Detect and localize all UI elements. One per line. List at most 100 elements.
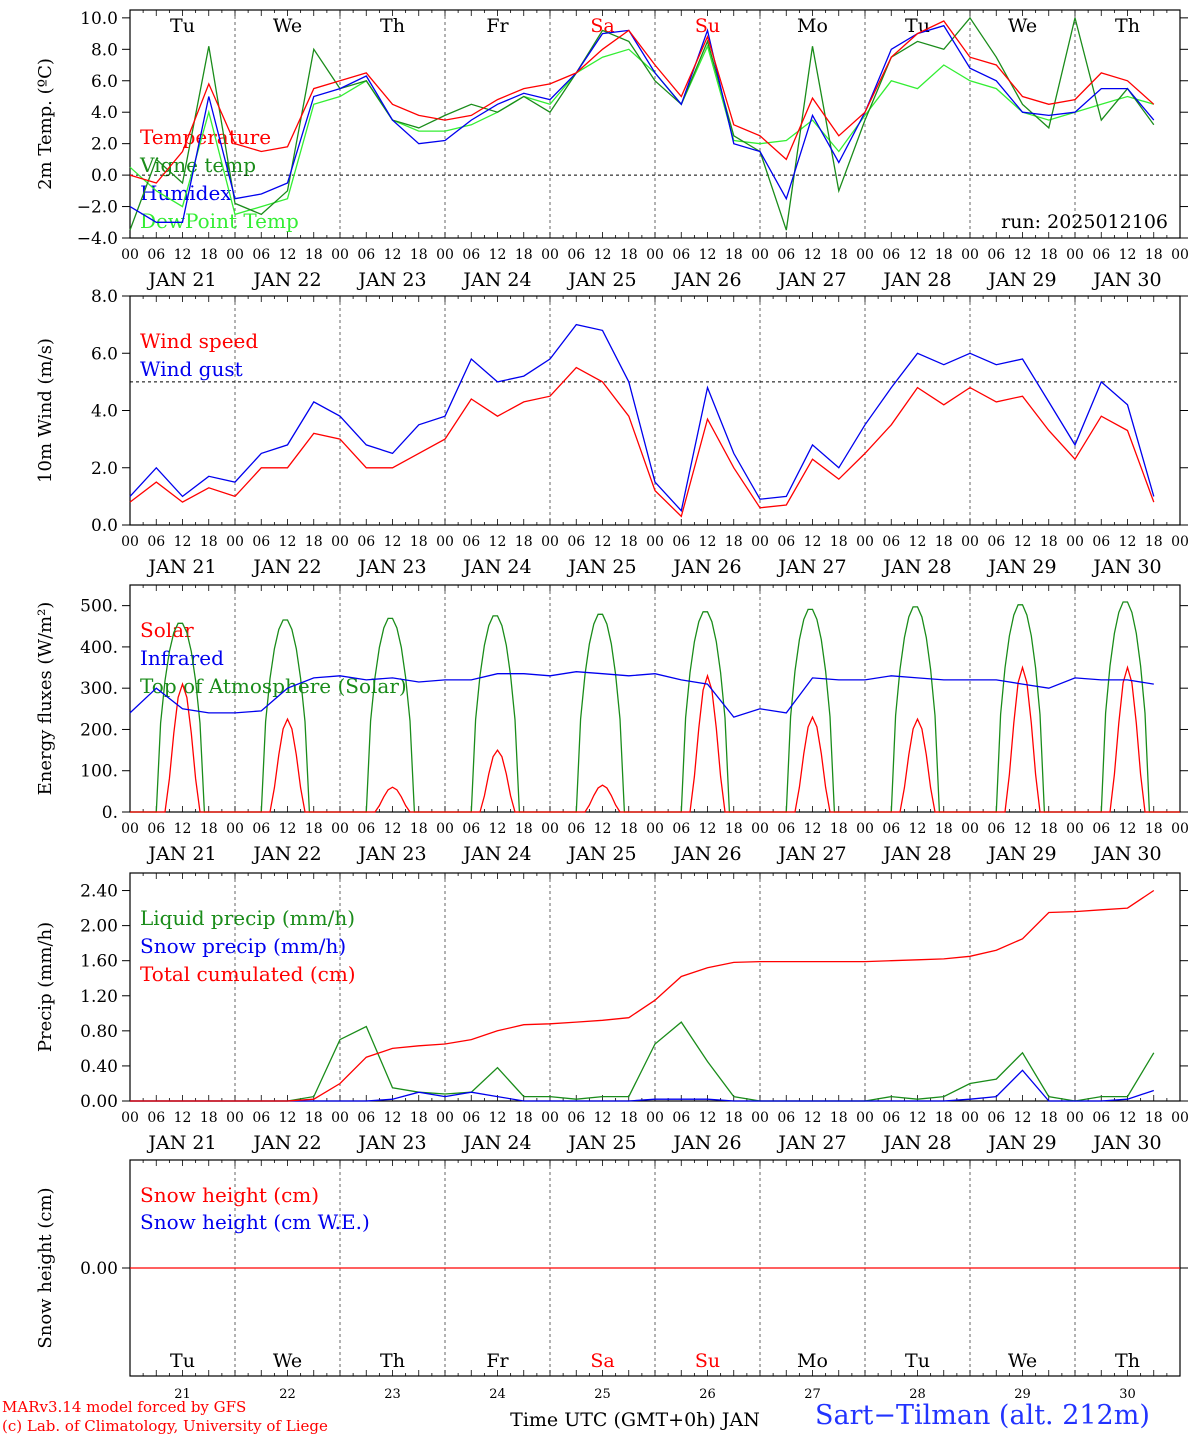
day-number-label: 24: [489, 1387, 506, 1402]
hour-tick-label: 12: [384, 1110, 402, 1126]
date-label: JAN 26: [671, 556, 741, 578]
day-number-label: 27: [804, 1387, 821, 1402]
y-tick-label: 300.: [80, 679, 118, 699]
date-label: JAN 22: [251, 843, 321, 865]
hour-tick-label: 18: [620, 247, 638, 263]
hour-tick-label: 12: [594, 821, 612, 837]
station-name: Sart−Tilman (alt. 212m): [815, 1400, 1150, 1431]
date-label: JAN 21: [146, 843, 216, 865]
hour-tick-label: 00: [751, 821, 769, 837]
legend-entry: DewPoint Temp: [140, 209, 299, 233]
y-tick-label: 6.0: [91, 344, 118, 364]
hour-tick-label: 18: [1040, 1110, 1058, 1126]
hour-tick-label: 06: [1092, 821, 1110, 837]
hour-tick-label: 06: [987, 534, 1005, 550]
date-label: JAN 30: [1091, 269, 1161, 291]
date-label: JAN 29: [986, 843, 1056, 865]
hour-tick-label: 12: [489, 247, 507, 263]
series-line: [129, 671, 1154, 718]
hour-tick-label: 00: [961, 821, 979, 837]
hour-tick-label: 00: [1171, 821, 1189, 837]
hour-tick-label: 12: [804, 821, 822, 837]
day-number-label: 28: [909, 1387, 926, 1402]
hour-tick-label: 18: [410, 821, 428, 837]
hour-tick-label: 12: [909, 1110, 927, 1126]
hour-tick-label: 00: [541, 1110, 559, 1126]
hour-tick-label: 12: [699, 534, 717, 550]
date-label: JAN 29: [986, 556, 1056, 578]
hour-tick-label: 18: [410, 247, 428, 263]
hour-tick-label: 18: [935, 534, 953, 550]
day-label: Sa: [590, 15, 614, 37]
hour-tick-label: 18: [305, 821, 323, 837]
day-label: Mo: [797, 1350, 828, 1372]
hour-tick-label: 06: [987, 247, 1005, 263]
credit-line-2: (c) Lab. of Climatology, University of L…: [2, 1417, 328, 1435]
hour-tick-label: 18: [200, 1110, 218, 1126]
hour-tick-label: 18: [1145, 821, 1163, 837]
day-label: We: [1008, 15, 1037, 37]
hour-tick-label: 12: [174, 534, 192, 550]
hour-tick-label: 06: [462, 534, 480, 550]
legend-entry: Vigne temp: [139, 153, 256, 177]
hour-tick-label: 18: [305, 247, 323, 263]
model-credit: MARv3.14 model forced by GFS (c) Lab. of…: [2, 1398, 328, 1436]
credit-line-1: MARv3.14 model forced by GFS: [2, 1398, 247, 1416]
hour-tick-label: 00: [646, 534, 664, 550]
date-label: JAN 24: [461, 269, 531, 291]
hour-tick-label: 18: [200, 821, 218, 837]
date-label: JAN 27: [776, 556, 846, 578]
hour-tick-label: 12: [384, 247, 402, 263]
hour-tick-label: 06: [147, 534, 165, 550]
date-label: JAN 23: [356, 269, 426, 291]
hour-tick-label: 18: [725, 821, 743, 837]
day-label: We: [1008, 1350, 1037, 1372]
hour-tick-label: 00: [961, 247, 979, 263]
hour-tick-label: 00: [856, 821, 874, 837]
hour-tick-label: 06: [777, 1110, 795, 1126]
date-label: JAN 27: [776, 269, 846, 291]
hour-tick-label: 18: [410, 534, 428, 550]
hour-tick-label: 06: [1092, 247, 1110, 263]
date-label: JAN 29: [986, 269, 1056, 291]
hour-tick-label: 00: [856, 247, 874, 263]
hour-tick-label: 06: [567, 1110, 585, 1126]
y-tick-label: 200.: [80, 720, 118, 740]
hour-tick-label: 18: [1145, 247, 1163, 263]
day-number-label: 23: [384, 1387, 401, 1402]
hour-tick-label: 18: [410, 1110, 428, 1126]
legend-entry: Snow height (cm W.E.): [140, 1210, 370, 1234]
hour-tick-label: 00: [331, 1110, 349, 1126]
hour-tick-label: 12: [279, 247, 297, 263]
day-label: Tu: [905, 1350, 930, 1372]
legend-entry: Top of Atmosphere (Solar): [140, 674, 407, 698]
date-label: JAN 21: [146, 556, 216, 578]
hour-tick-label: 18: [305, 1110, 323, 1126]
hour-tick-label: 06: [777, 247, 795, 263]
y-tick-label: 0.80: [80, 1022, 118, 1042]
date-label: JAN 27: [776, 1132, 846, 1154]
hour-tick-label: 00: [436, 1110, 454, 1126]
date-label: JAN 26: [671, 843, 741, 865]
hour-tick-label: 00: [121, 821, 139, 837]
hour-tick-label: 18: [1040, 534, 1058, 550]
hour-tick-label: 18: [935, 1110, 953, 1126]
y-tick-label: 100.: [80, 762, 118, 782]
date-label: JAN 23: [356, 1132, 426, 1154]
hour-tick-label: 00: [331, 247, 349, 263]
y-tick-label: 4.0: [91, 103, 118, 123]
series-line: [130, 665, 1180, 813]
date-label: JAN 30: [1091, 843, 1161, 865]
y-axis-label: Precip (mm/h): [35, 922, 56, 1052]
hour-tick-label: 12: [489, 1110, 507, 1126]
hour-tick-label: 00: [646, 821, 664, 837]
y-tick-label: 2.00: [80, 917, 118, 937]
date-label: JAN 22: [251, 1132, 321, 1154]
y-tick-label: 0.00: [80, 1259, 118, 1279]
day-label: Sa: [590, 1350, 614, 1372]
hour-tick-label: 06: [1092, 1110, 1110, 1126]
day-label: We: [273, 1350, 302, 1372]
hour-tick-label: 12: [594, 534, 612, 550]
hour-tick-label: 12: [174, 247, 192, 263]
